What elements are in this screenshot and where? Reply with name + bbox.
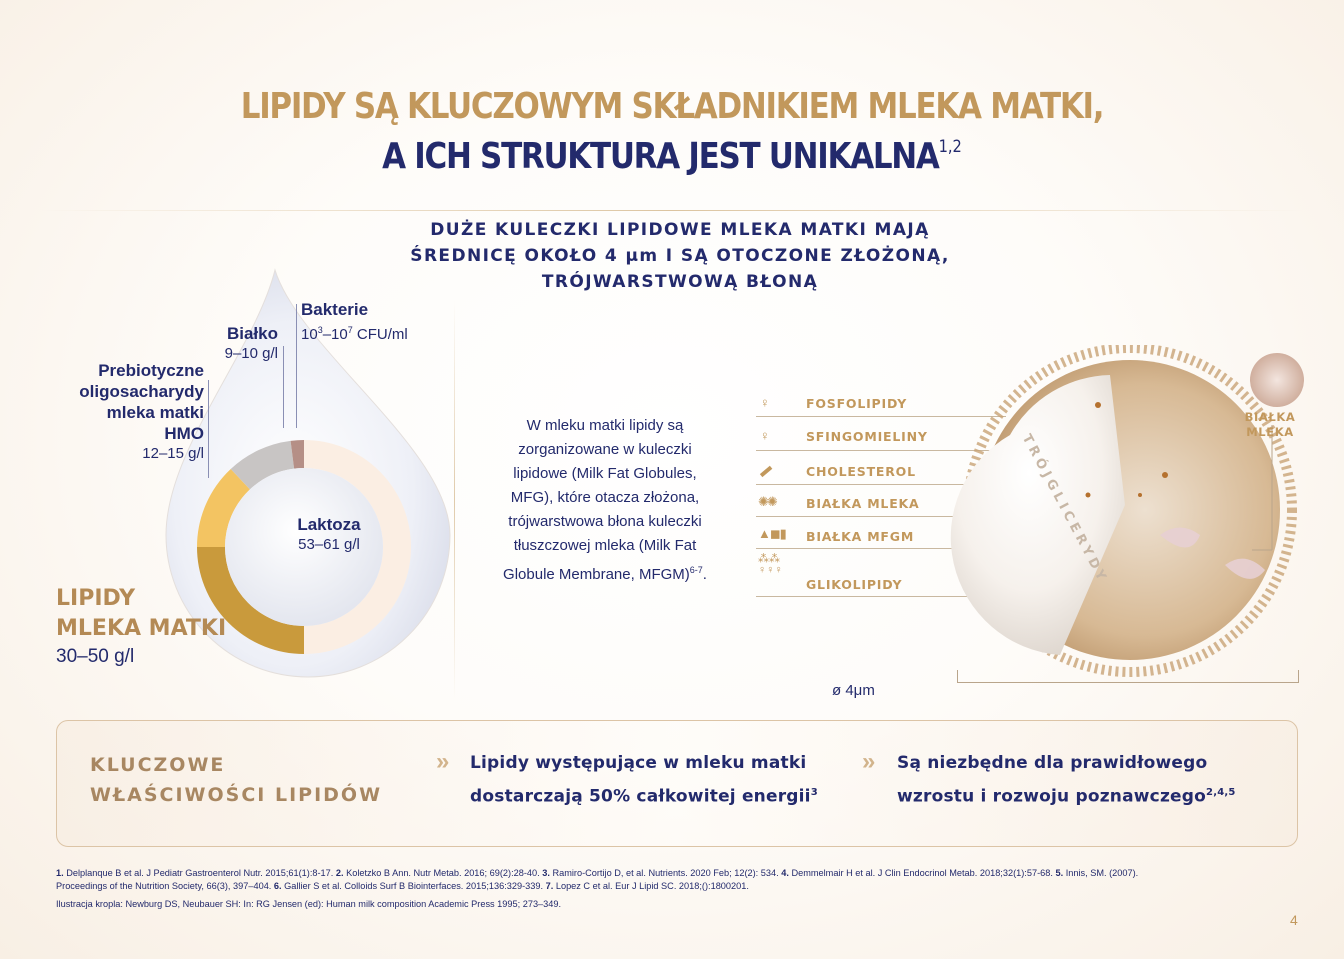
description-line: tłuszczowej mleka (Milk Fat [513, 537, 697, 554]
diameter-label: ø 4μm [832, 682, 875, 699]
laktoza-title: Laktoza [297, 515, 361, 534]
page-title-line2-text: A ICH STRUKTURA JEST UNIKALNA [382, 136, 940, 177]
donut-segment-białko [230, 440, 295, 490]
title-divider [40, 210, 1304, 211]
donut-segment-laktoza [303, 440, 411, 654]
description-line: trójwarstwowa błona kuleczki [508, 513, 702, 530]
bakterie-title: Bakterie [301, 300, 369, 319]
hmo-line4: HMO [164, 424, 204, 443]
lipidy-line1: LIPIDY [56, 586, 136, 611]
hmo-leader-line [208, 380, 209, 478]
page-title-line2: A ICH STRUKTURA JEST UNIKALNA1,2 [94, 136, 1250, 177]
key-properties-title: KLUCZOWE WŁAŚCIWOŚCI LIPIDÓW [90, 750, 382, 810]
donut-segment-lipidy [197, 546, 305, 654]
legend-bialka-mfgm: BIAŁKA MFGM [806, 529, 915, 544]
key-point-development: Są niezbędne dla prawidłowego wzrostu i … [897, 749, 1236, 812]
bialka-mleka-callout: BIAŁKA MLEKA [1232, 410, 1308, 440]
membrane-legend: ♀ FOSFOLIPIDY ♀ SFINGOMIELINY ▬ CHOLESTE… [754, 392, 1036, 602]
illustration-credit: Ilustracja kropla: Newburg DS, Neubauer … [56, 899, 562, 909]
references: 1. Delplanque B et al. J Pediatr Gastroe… [56, 867, 1306, 911]
page-number: 4 [1290, 912, 1298, 928]
references-line2: Proceedings of the Nutrition Society, 66… [56, 881, 749, 891]
page-title-line1: LIPIDY SĄ KLUCZOWYM SKŁADNIKIEM MLEKA MA… [240, 86, 1105, 127]
milk-protein-detail [1250, 353, 1304, 407]
bakterie-value: 103–107 CFU/ml [301, 325, 408, 343]
milk-protein-icon: ✺✺ [758, 494, 778, 509]
triglyceride-core [950, 375, 1125, 655]
chevron-icon: » [862, 748, 876, 775]
mfg-description: W mleku matki lipidy są zorganizowane w … [470, 414, 740, 587]
hmo-line1: Prebiotyczne [98, 361, 204, 380]
sphingomyelin-icon: ♀ [760, 428, 770, 443]
legend-cholesterol: CHOLESTEROL [806, 464, 916, 479]
hmo-label: Prebiotyczne oligosacharydy mleka matki … [40, 360, 204, 464]
title-footnote-ref: 1,2 [938, 137, 962, 157]
description-line: lipidowe (Milk Fat Globules, [513, 465, 697, 482]
hmo-value: 12–15 g/l [142, 445, 204, 462]
legend-separator [756, 416, 1006, 417]
laktoza-value: 53–61 g/l [298, 536, 360, 553]
legend-sfingomieliny: SFINGOMIELINY [806, 429, 928, 444]
subheading: DUŻE KULECZKI LIPIDOWE MLEKA MATKI MAJĄ … [360, 217, 1000, 295]
key-properties-box [56, 720, 1298, 847]
description-line: W mleku matki lipidy są [526, 417, 684, 434]
bialka-mleka-callout-line1: BIAŁKA [1244, 410, 1296, 424]
legend-glikolipidy: GLIKOLIPIDY [806, 577, 903, 592]
globule-membrane [963, 345, 1297, 677]
diameter-bracket [957, 670, 1299, 683]
legend-separator [756, 596, 1006, 597]
key-properties-title-line2: WŁAŚCIWOŚCI LIPIDÓW [90, 784, 383, 806]
subheading-line1: DUŻE KULECZKI LIPIDOWE MLEKA MATKI MAJĄ [430, 220, 930, 240]
glycolipid-icon: ⁂⁂ ♀♀♀ [758, 553, 783, 576]
donut-segment-hmo [197, 469, 251, 548]
laktoza-label: Laktoza 53–61 g/l [264, 514, 394, 555]
lipidy-label: LIPIDY MLEKA MATKI 30–50 g/l [56, 584, 226, 670]
vertical-divider [454, 300, 455, 700]
bialko-value: 9–10 g/l [224, 345, 278, 362]
key-point-energy-line1: Lipidy występujące w mleku matki [470, 753, 807, 773]
cholesterol-icon: ▬ [754, 459, 775, 480]
legend-separator [756, 450, 1006, 451]
phospholipid-icon: ♀ [760, 395, 770, 410]
description-line: MFG), które otacza złożona, [510, 489, 700, 506]
key-point-development-line2: wzrostu i rozwoju poznawczego2,4,5 [897, 786, 1236, 807]
key-point-energy: Lipidy występujące w mleku matki dostarc… [470, 749, 818, 812]
lipid-globule-illustration [950, 345, 1304, 677]
legend-bialka-mleka: BIAŁKA MLEKA [806, 496, 920, 511]
key-point-energy-line2: dostarczają 50% całkowitej energii3 [470, 786, 818, 807]
donut-chart [197, 440, 411, 654]
key-properties-title-line1: KLUCZOWE [90, 754, 226, 776]
description-line: Globule Membrane, MFGM)6-7. [503, 565, 707, 583]
legend-fosfolipidy: FOSFOLIPIDY [806, 396, 908, 411]
bialko-label: Białko 9–10 g/l [170, 323, 278, 364]
legend-separator [756, 516, 1006, 517]
lipidy-value: 30–50 g/l [56, 646, 135, 667]
donut-inner-circle [225, 468, 383, 626]
milk-drop-illustration [165, 268, 451, 678]
lipidy-line2: MLEKA MATKI [56, 616, 227, 641]
bialka-mleka-callout-line2: MLEKA [1246, 425, 1294, 439]
bialko-title: Białko [226, 324, 278, 343]
key-point-development-line1: Są niezbędne dla prawidłowego [897, 753, 1208, 773]
subheading-line3: TRÓJWARSTWOWĄ BŁONĄ [541, 272, 819, 292]
bialko-leader-line [283, 346, 284, 428]
description-line: zorganizowane w kuleczki [518, 441, 692, 458]
hmo-line2: oligosacharydy [79, 382, 204, 401]
mfgm-protein-icon: ▲◼▮ [758, 526, 787, 541]
legend-separator [756, 548, 1006, 549]
subheading-line2: ŚREDNICĘ OKOŁO 4 μm I SĄ OTOCZONE ZŁOŻON… [410, 246, 950, 266]
references-line1: 1. Delplanque B et al. J Pediatr Gastroe… [56, 868, 1139, 878]
bakterie-label: Bakterie 103–107 CFU/ml [301, 299, 408, 345]
legend-separator [756, 484, 1006, 485]
hmo-line3: mleka matki [106, 403, 204, 422]
chevron-icon: » [436, 748, 450, 775]
bakterie-leader-line [296, 304, 297, 428]
donut-segment-bakterie [290, 440, 305, 469]
